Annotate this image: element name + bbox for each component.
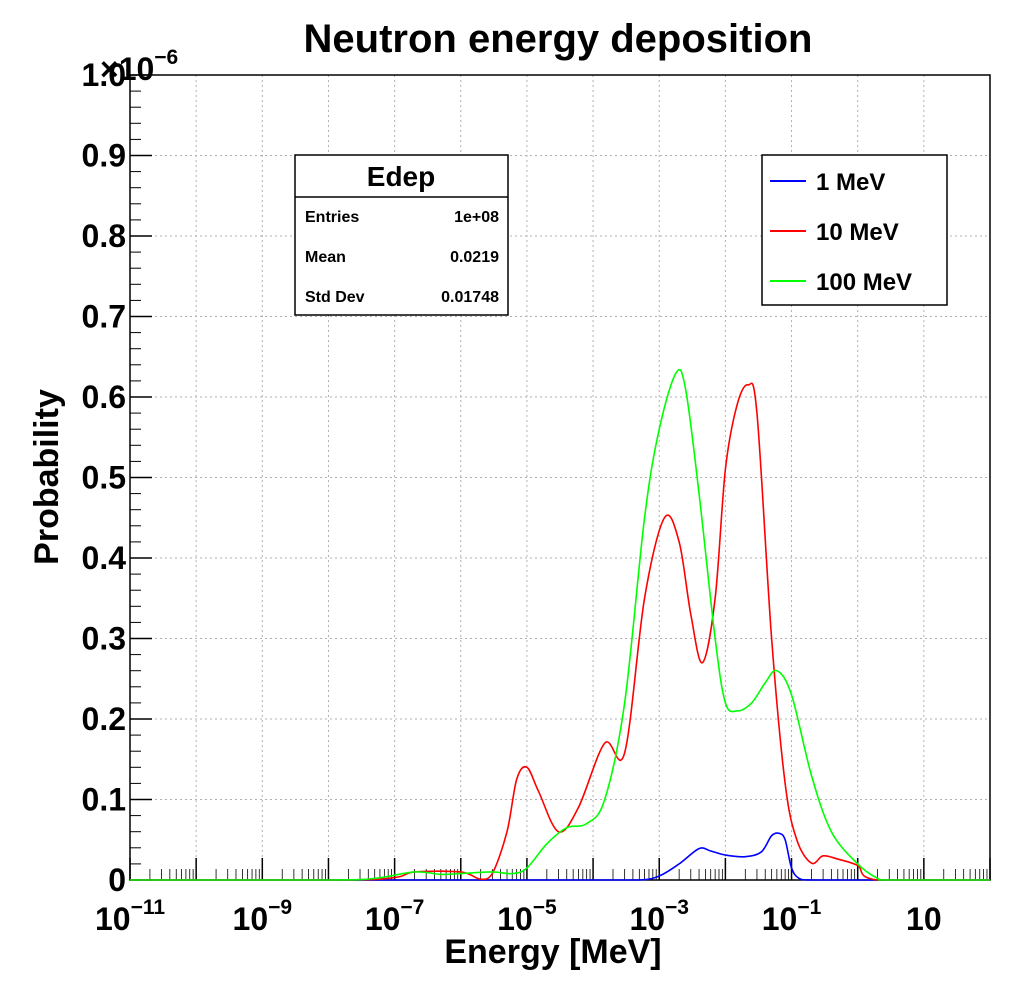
x-tick-label: 10−3 [629, 896, 689, 937]
stats-entries-value: 1e+08 [454, 209, 499, 226]
y-tick-label: 1.0 [82, 57, 126, 93]
stats-stddev-label: Std Dev [305, 289, 365, 306]
x-tick-label: 10−5 [497, 896, 557, 937]
x-tick-label: 10−9 [233, 896, 293, 937]
legend-label-1mev: 1 MeV [816, 169, 885, 196]
series-lines [130, 368, 990, 881]
y-tick-label: 0.8 [82, 218, 126, 254]
series-line-1-mev [130, 832, 990, 881]
x-tick-label: 10−7 [365, 896, 425, 937]
x-tick-label: 10−11 [95, 896, 165, 937]
y-tick-label: 0.5 [82, 460, 126, 496]
y-multiplier: ×10−6 [100, 46, 178, 87]
y-tick-label: 0.3 [82, 621, 126, 657]
x-tick-label: 10−1 [762, 896, 822, 937]
series-line-100-mev [130, 368, 990, 881]
axes: 0 0.1 0.2 0.3 0.4 0.5 0.6 0.7 0.8 0.9 1.0 10−11 10−9… [82, 57, 991, 937]
y-tick-label: 0.2 [82, 701, 126, 737]
y-tick-label: 0.9 [82, 138, 126, 174]
stats-box-title: Edep [367, 161, 435, 192]
y-tick-label: 0.6 [82, 379, 126, 415]
chart-title: Neutron energy deposition [304, 17, 813, 61]
y-tick-label: 0 [108, 862, 126, 898]
x-axis-label: Energy [MeV] [444, 933, 661, 971]
x-tick-label: 10 [906, 901, 942, 937]
stats-box-frame [294, 154, 509, 316]
stats-mean-label: Mean [305, 249, 346, 266]
x-minor-ticks [149, 869, 988, 880]
stats-stddev-value: 0.01748 [441, 289, 499, 306]
stats-entries-label: Entries [305, 209, 359, 226]
legend-label-10mev: 10 MeV [816, 219, 899, 246]
y-tick-label: 0.7 [82, 299, 126, 335]
series-line-10-mev [130, 382, 990, 881]
legend: 1 MeV 10 MeV 100 MeV [761, 154, 948, 306]
stats-mean-value: 0.0219 [450, 249, 499, 266]
y-tick-label: 0.4 [82, 540, 127, 576]
stats-box: Edep Entries 1e+08 Mean 0.0219 Std Dev 0… [294, 154, 509, 316]
y-axis-label: Probability [28, 389, 66, 565]
y-tick-label: 0.1 [82, 782, 126, 818]
legend-label-100mev: 100 MeV [816, 269, 912, 296]
